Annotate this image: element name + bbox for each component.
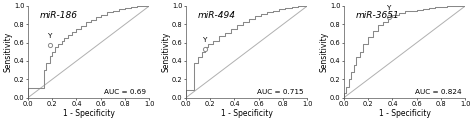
X-axis label: 1 - Specificity: 1 - Specificity: [379, 109, 430, 117]
X-axis label: 1 - Specificity: 1 - Specificity: [63, 109, 115, 117]
Text: AUC = 0.715: AUC = 0.715: [257, 89, 304, 95]
Y-axis label: Sensitivity: Sensitivity: [162, 32, 171, 72]
Text: AUC = 0.824: AUC = 0.824: [415, 89, 462, 95]
X-axis label: 1 - Specificity: 1 - Specificity: [221, 109, 273, 117]
Y-axis label: Sensitivity: Sensitivity: [3, 32, 12, 72]
Text: Y: Y: [387, 5, 391, 11]
Text: AUC = 0.69: AUC = 0.69: [104, 89, 146, 95]
Text: miR-494: miR-494: [198, 11, 236, 20]
Y-axis label: Sensitivity: Sensitivity: [319, 32, 328, 72]
Text: Y: Y: [47, 33, 52, 39]
Text: Y: Y: [202, 37, 207, 43]
Text: miR-3651: miR-3651: [356, 11, 400, 20]
Text: miR-186: miR-186: [40, 11, 78, 20]
